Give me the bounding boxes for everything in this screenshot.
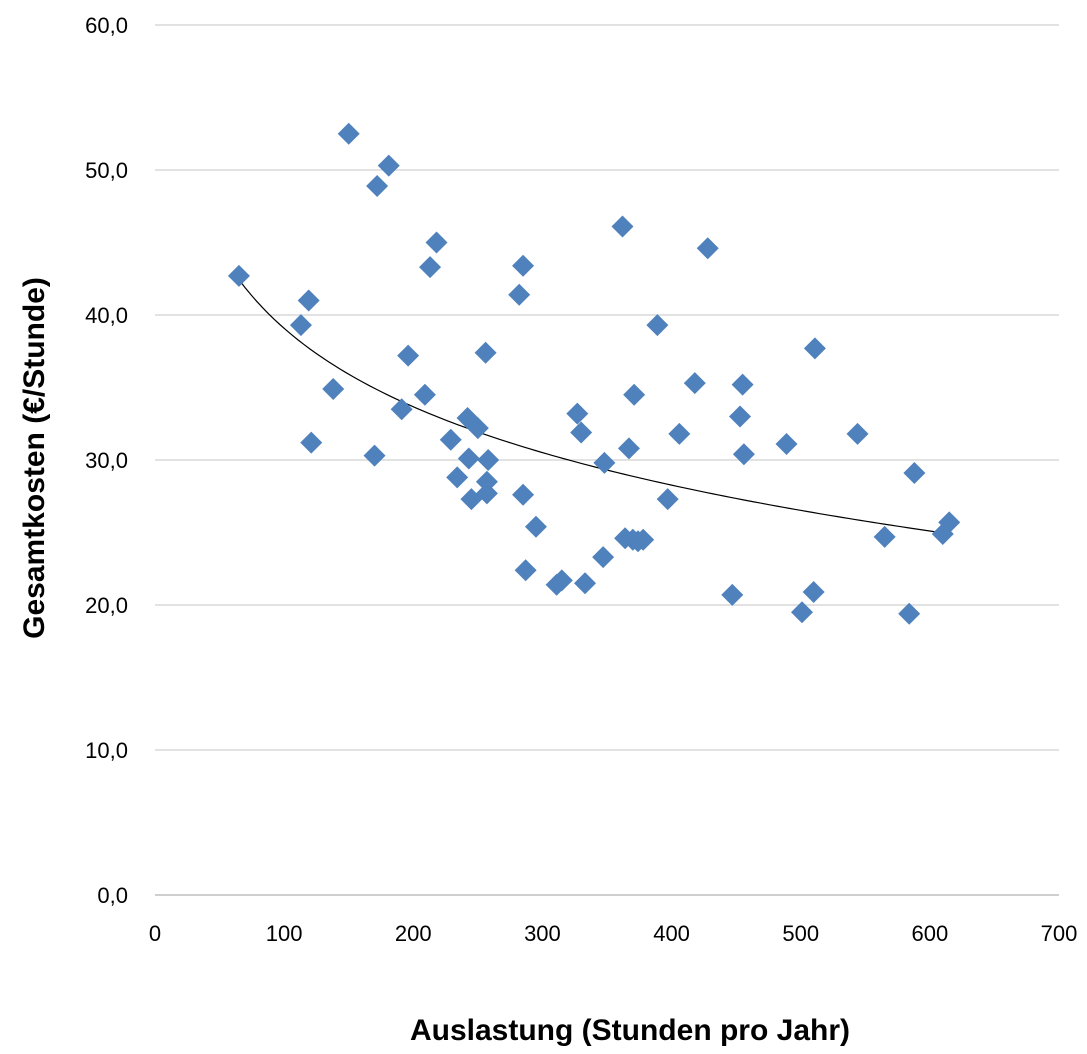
data-point bbox=[656, 488, 679, 511]
y-tick-label: 10,0 bbox=[85, 738, 128, 763]
data-point bbox=[337, 122, 360, 145]
x-axis-ticks: 0 100 200 300 400 500 600 700 bbox=[149, 921, 1077, 946]
data-point bbox=[632, 528, 655, 551]
x-tick-label: 300 bbox=[524, 921, 561, 946]
data-point bbox=[466, 417, 489, 440]
data-point bbox=[512, 483, 535, 506]
y-axis-title: Gesamtkosten (€/Stunde) bbox=[18, 277, 51, 639]
data-point bbox=[611, 215, 634, 238]
data-point bbox=[593, 451, 616, 474]
data-point bbox=[566, 402, 589, 425]
data-point bbox=[721, 583, 744, 606]
data-point bbox=[570, 421, 593, 444]
data-point bbox=[475, 470, 498, 493]
data-point bbox=[696, 237, 719, 260]
data-point bbox=[366, 174, 389, 197]
data-point bbox=[898, 602, 921, 625]
data-point bbox=[512, 254, 535, 277]
data-point bbox=[377, 154, 400, 177]
data-point bbox=[227, 264, 250, 287]
data-point bbox=[791, 601, 814, 624]
x-tick-label: 600 bbox=[911, 921, 948, 946]
data-point bbox=[803, 337, 826, 360]
x-tick-label: 100 bbox=[266, 921, 303, 946]
data-point bbox=[322, 377, 345, 400]
data-point bbox=[732, 443, 755, 466]
y-axis-ticks: 0,0 10,0 20,0 30,0 40,0 50,0 60,0 bbox=[85, 13, 128, 908]
data-point bbox=[731, 373, 754, 396]
gridlines bbox=[155, 24, 1059, 896]
data-point bbox=[802, 580, 825, 603]
data-point bbox=[363, 444, 386, 467]
data-point bbox=[390, 398, 413, 421]
data-point bbox=[475, 482, 498, 505]
data-point bbox=[514, 559, 537, 582]
data-point bbox=[439, 428, 462, 451]
data-point bbox=[938, 511, 961, 534]
data-point bbox=[425, 231, 448, 254]
data-point bbox=[846, 422, 869, 445]
x-tick-label: 200 bbox=[395, 921, 432, 946]
data-point bbox=[646, 314, 669, 337]
trendline-layer bbox=[238, 279, 950, 535]
data-point bbox=[300, 431, 323, 454]
y-tick-label: 50,0 bbox=[85, 158, 128, 183]
x-tick-label: 0 bbox=[149, 921, 161, 946]
data-point bbox=[574, 572, 597, 595]
data-point bbox=[683, 372, 706, 395]
trendline bbox=[238, 279, 950, 535]
data-point bbox=[524, 515, 547, 538]
data-point bbox=[446, 466, 469, 489]
data-point bbox=[457, 447, 480, 470]
data-point bbox=[508, 283, 531, 306]
data-point bbox=[297, 289, 320, 312]
x-tick-label: 700 bbox=[1041, 921, 1078, 946]
y-tick-label: 0,0 bbox=[97, 883, 128, 908]
data-point bbox=[873, 525, 896, 548]
y-tick-label: 40,0 bbox=[85, 303, 128, 328]
x-tick-label: 400 bbox=[653, 921, 690, 946]
data-point bbox=[550, 569, 573, 592]
data-point bbox=[592, 546, 615, 569]
data-point bbox=[775, 433, 798, 456]
data-point bbox=[729, 405, 752, 428]
data-point bbox=[289, 314, 312, 337]
data-point bbox=[623, 383, 646, 406]
x-axis-title: Auslastung (Stunden pro Jahr) bbox=[410, 1014, 850, 1047]
x-tick-label: 500 bbox=[782, 921, 819, 946]
data-point bbox=[413, 383, 436, 406]
data-point bbox=[419, 256, 442, 279]
data-point bbox=[903, 462, 926, 485]
y-tick-label: 20,0 bbox=[85, 593, 128, 618]
data-point bbox=[397, 344, 420, 367]
data-point bbox=[477, 449, 500, 471]
data-point bbox=[474, 341, 497, 364]
y-tick-label: 60,0 bbox=[85, 13, 128, 38]
data-point bbox=[668, 422, 691, 445]
y-tick-label: 30,0 bbox=[85, 448, 128, 473]
data-point bbox=[617, 437, 640, 460]
data-points bbox=[227, 122, 961, 625]
